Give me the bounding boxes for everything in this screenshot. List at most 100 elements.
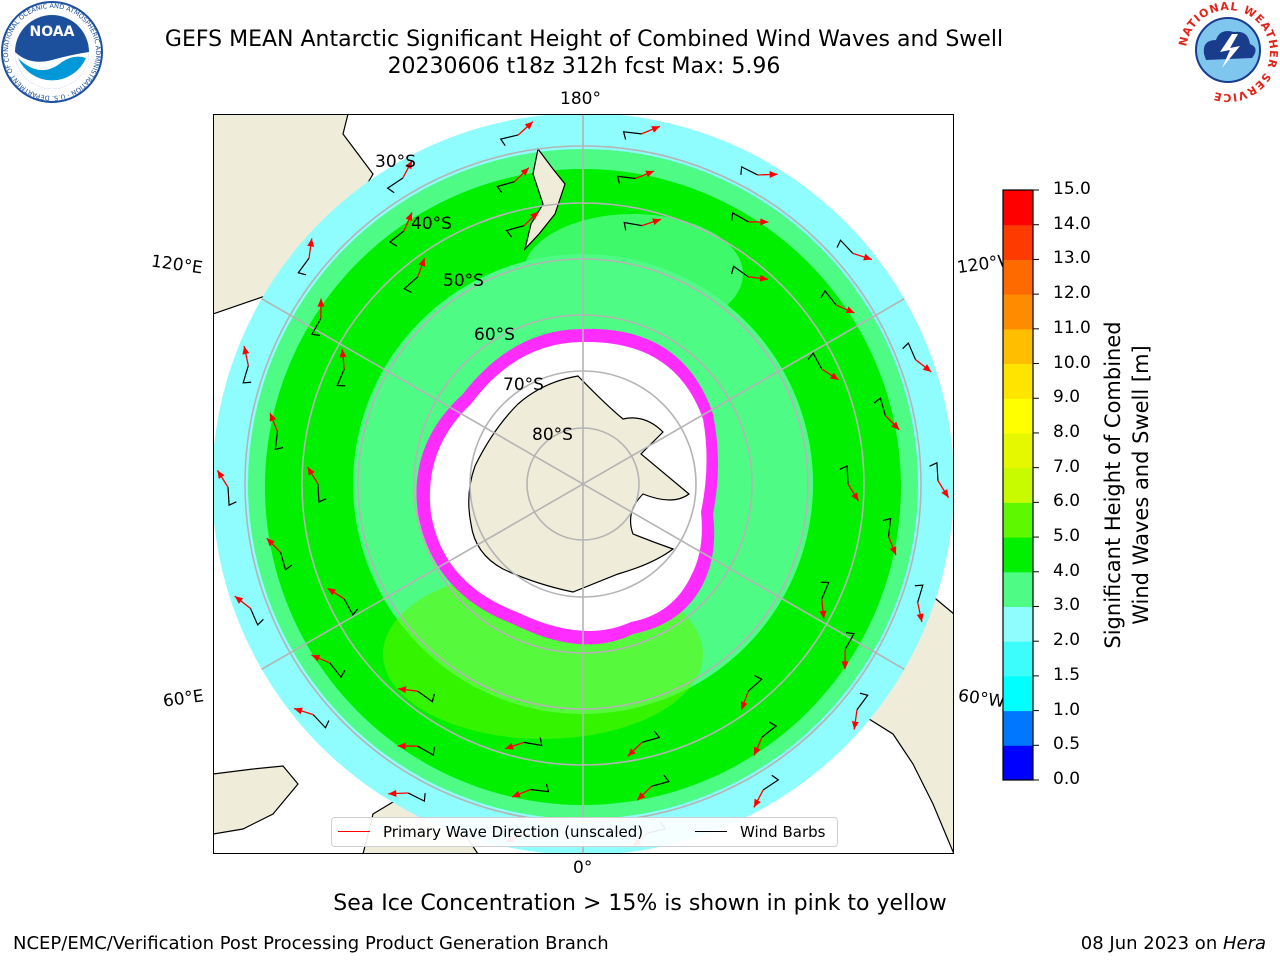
colorbar-segment [1003, 363, 1033, 399]
colorbar-segment [1003, 641, 1033, 677]
wind-barb [296, 257, 309, 275]
colorbar-tick-label: 0.0 [1053, 769, 1081, 789]
wave-arrow-head [266, 537, 275, 546]
wind-barb [622, 221, 642, 230]
colorbar-segment [1003, 190, 1033, 226]
wave-arrow-head [404, 160, 412, 169]
wind-barb [529, 783, 549, 792]
wind-barb [312, 713, 329, 729]
lon-label-180: 180° [560, 89, 601, 109]
colorbar-segment [1003, 224, 1033, 260]
new-zealand-land [523, 147, 566, 251]
colorbar-tick-label: 1.0 [1053, 699, 1081, 720]
wind-barb [499, 133, 518, 146]
wind-barb [622, 130, 642, 140]
generation-date: 08 Jun 2023 on [1080, 933, 1223, 954]
colorbar-tick-label: 7.0 [1053, 456, 1081, 477]
wind-barb [328, 662, 346, 678]
wave-arrow-head [234, 595, 243, 604]
wave-arrow-head [841, 660, 849, 669]
wave-arrow-head [759, 274, 768, 282]
wave-arrow-head [418, 257, 425, 267]
map-title: GEFS MEAN Antarctic Significant Height o… [164, 27, 1004, 52]
wave-arrow-head [651, 217, 661, 225]
colorbar-tick-label: 8.0 [1053, 421, 1081, 442]
wind-barbs [226, 130, 939, 837]
lat-label-40s: 40°S [411, 214, 452, 234]
wave-arrow-head [397, 685, 406, 693]
wave-arrow-head [524, 121, 533, 130]
machine-name: Hera [1222, 933, 1266, 954]
wind-barb [226, 486, 237, 506]
lon-label-120w: 120°W [955, 251, 1005, 279]
wave-arrow-head [845, 306, 855, 313]
wave-arrow-head [851, 720, 859, 730]
colorbar-tick-label: 1.5 [1053, 664, 1081, 685]
wind-barb [739, 165, 758, 176]
wind-barb [523, 737, 543, 746]
wave-arrow-head [306, 237, 314, 247]
wave-arrow-head [397, 742, 406, 750]
colorbar-title: Significant Height of Combined Wind Wave… [1099, 285, 1159, 685]
colorbar-tick-label: 11.0 [1053, 317, 1091, 338]
wind-barb [616, 175, 636, 184]
colorbar-tick-label: 12.0 [1053, 283, 1091, 304]
wind-barb [730, 211, 749, 222]
wind-barb [873, 396, 886, 416]
wind-barb [241, 364, 251, 384]
wind-barb [416, 745, 435, 756]
wave-arrow-head [520, 167, 529, 176]
polar-map[interactable]: 30°S 40°S 50°S 60°S 70°S 80°S [213, 114, 954, 854]
colorbar-title-line1: Significant Height of Combined [1101, 321, 1125, 649]
wave-arrow-head [269, 412, 276, 422]
wave-arrow-head [753, 746, 760, 756]
wave-arrow-head [644, 170, 654, 177]
colorbar-title-line2: Wind Waves and Swell [m] [1129, 345, 1153, 625]
wave-arrow-head [310, 654, 320, 661]
colorbar-tick-label: 9.0 [1053, 387, 1081, 408]
wind-barb [730, 264, 749, 277]
wind-barb [836, 238, 853, 254]
wave-arrow-head [829, 372, 839, 380]
wave-arrow-head [850, 491, 858, 501]
lat-label-60s: 60°S [474, 325, 515, 345]
wind-barb [335, 368, 345, 386]
colorbar-tick-label: 4.0 [1053, 560, 1081, 581]
wind-barb [416, 690, 435, 703]
colorbar-tick-label: 5.0 [1053, 526, 1081, 547]
wind-barb [928, 461, 939, 481]
colorbar-segment [1003, 710, 1033, 746]
colorbar-tick-label: 15.0 [1053, 179, 1091, 199]
wave-arrow-head [504, 742, 514, 750]
wave-arrow-head [740, 700, 747, 710]
wind-barb [807, 351, 822, 369]
colorbar-tick-label: 0.5 [1053, 734, 1081, 755]
colorbar-tick-label: 6.0 [1053, 491, 1081, 512]
colorbar-segment [1003, 398, 1033, 434]
wind-barb [650, 774, 670, 787]
wind-barb [819, 289, 837, 305]
wind-barb [388, 229, 404, 247]
colorbar-tick-label: 2.0 [1053, 630, 1081, 651]
wind-barb [820, 581, 830, 599]
nws-logo: NATIONAL WEATHER SERVICE [1176, 0, 1279, 104]
wind-barb-legend-label: Wind Barbs [740, 823, 826, 841]
colorbar-segment [1003, 745, 1033, 781]
antarctica-land [467, 374, 690, 593]
wind-barb [747, 674, 763, 692]
wave-arrow-head [316, 298, 324, 307]
wind-barb [505, 224, 524, 237]
wind-barb [316, 483, 326, 503]
colorbar-segment [1003, 259, 1033, 295]
wind-barb [914, 583, 924, 603]
wind-barb [844, 631, 855, 650]
wind-barb [310, 317, 321, 336]
colorbar-segment [1003, 502, 1033, 538]
wind-barb [386, 177, 403, 193]
wave-arrow-head [890, 421, 899, 430]
colorbar-segment [1003, 328, 1033, 365]
sea-ice-note: Sea Ice Concentration > 15% is shown in … [333, 891, 947, 916]
wave-arrow-head [216, 469, 225, 479]
colorbar-tick-label: 13.0 [1053, 248, 1091, 269]
wind-barb [407, 791, 426, 802]
